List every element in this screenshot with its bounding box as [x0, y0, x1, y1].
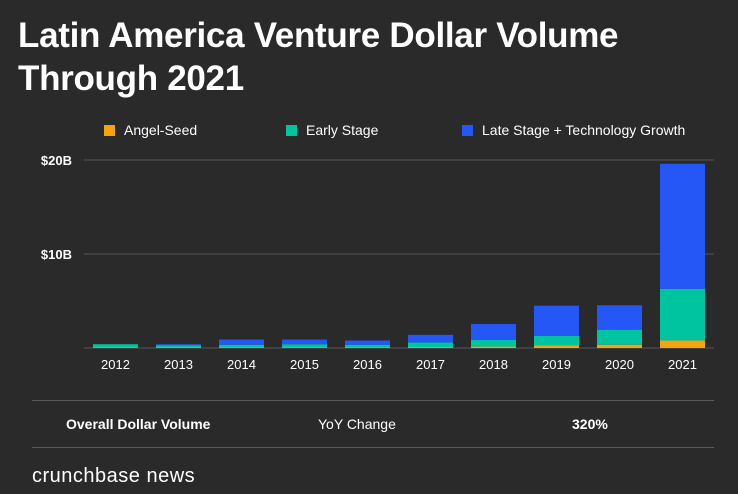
bar-2020-series-1 — [597, 329, 642, 345]
x-tick-label: 2016 — [353, 357, 382, 372]
bar-2015-series-1 — [282, 344, 327, 348]
bar-2012-series-1 — [93, 344, 138, 348]
x-tick-label: 2020 — [605, 357, 634, 372]
y-tick-label: $20B — [41, 153, 72, 168]
yoy-change-label: YoY Change — [318, 416, 396, 432]
legend-swatch-late-stage — [462, 124, 473, 136]
legend-swatch-angel-seed — [104, 124, 115, 136]
bar-2021-series-2 — [660, 163, 705, 289]
bar-2013-series-2 — [156, 344, 201, 346]
yoy-change-value: 320% — [572, 416, 608, 432]
chart-legend: Angel-Seed Early Stage Late Stage + Tech… — [0, 122, 738, 142]
bar-2016-series-2 — [345, 340, 390, 345]
legend-item-angel-seed: Angel-Seed — [104, 122, 197, 138]
bar-chart: $20B $10B 2012 2013 2014 2015 2016 2017 2018 2019… — [41, 153, 714, 372]
x-tick-label: 2019 — [542, 357, 571, 372]
legend-swatch-early-stage — [286, 124, 297, 136]
bar-2017-series-2 — [408, 334, 453, 343]
legend-label-angel-seed: Angel-Seed — [124, 122, 198, 138]
x-tick-label: 2014 — [227, 357, 256, 372]
bar-2018-series-0 — [471, 346, 516, 348]
chart-title: Latin America Venture Dollar Volume Thro… — [18, 16, 619, 98]
bar-2014-series-2 — [219, 339, 264, 345]
x-tick-label: 2017 — [416, 357, 445, 372]
legend-item-late-stage: Late Stage + Technology Growth — [462, 122, 685, 138]
bar-2017-series-0 — [408, 347, 453, 348]
bar-2019-series-2 — [534, 305, 579, 336]
x-tick-label: 2021 — [668, 357, 697, 372]
bar-2016-series-1 — [345, 344, 390, 348]
legend-label-late-stage: Late Stage + Technology Growth — [482, 122, 686, 138]
bar-2021-series-1 — [660, 288, 705, 341]
overall-volume-label: Overall Dollar Volume — [66, 416, 211, 432]
footer-divider-top — [32, 400, 714, 401]
bar-2013-series-1 — [156, 345, 201, 348]
legend-item-early-stage: Early Stage — [286, 122, 378, 138]
bar-2017-series-1 — [408, 342, 453, 348]
bar-2018-series-2 — [471, 324, 516, 341]
bar-2019-series-1 — [534, 335, 579, 346]
brand-logo: crunchbase news — [32, 465, 196, 487]
x-tick-label: 2018 — [479, 357, 508, 372]
bar-2018-series-1 — [471, 340, 516, 347]
bar-2020-series-0 — [597, 344, 642, 348]
bar-2015-series-2 — [282, 339, 327, 345]
x-tick-label: 2015 — [290, 357, 319, 372]
legend-label-early-stage: Early Stage — [306, 122, 379, 138]
bar-2020-series-2 — [597, 305, 642, 330]
x-tick-label: 2013 — [164, 357, 193, 372]
footer-divider-bottom — [32, 447, 714, 448]
bar-2014-series-1 — [219, 344, 264, 348]
bar-2021-series-0 — [660, 340, 705, 348]
bar-2019-series-0 — [534, 345, 579, 348]
x-tick-label: 2012 — [101, 357, 130, 372]
y-tick-label: $10B — [41, 247, 72, 262]
